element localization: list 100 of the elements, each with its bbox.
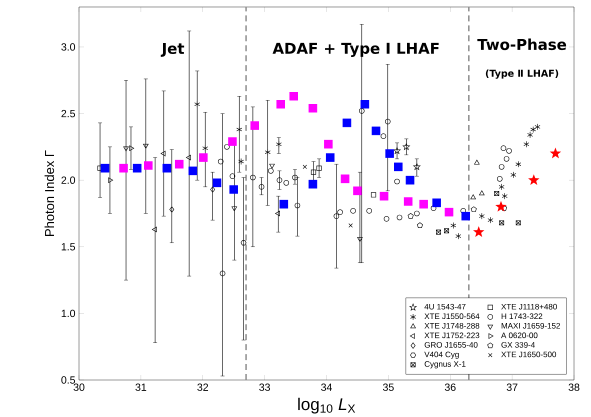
point bbox=[450, 222, 456, 229]
point bbox=[530, 126, 536, 133]
point bbox=[523, 140, 530, 148]
point bbox=[534, 124, 540, 130]
point bbox=[500, 145, 506, 152]
point bbox=[229, 185, 238, 194]
point bbox=[350, 208, 356, 214]
point bbox=[162, 164, 172, 173]
point bbox=[188, 166, 198, 176]
point bbox=[132, 164, 142, 173]
y-tick-label: 2.5 bbox=[61, 110, 76, 118]
y-tick-label: 2.0 bbox=[61, 176, 76, 184]
point bbox=[100, 164, 110, 173]
point bbox=[308, 104, 318, 113]
point bbox=[550, 148, 562, 158]
point bbox=[199, 153, 208, 162]
point bbox=[129, 146, 134, 151]
point bbox=[496, 176, 503, 182]
point bbox=[119, 164, 128, 173]
point bbox=[186, 154, 191, 160]
x-tick-label: 35 bbox=[382, 384, 394, 391]
point bbox=[470, 206, 477, 212]
point bbox=[515, 160, 522, 168]
point bbox=[478, 212, 485, 220]
point bbox=[218, 158, 224, 164]
point bbox=[396, 214, 402, 220]
point bbox=[506, 148, 512, 154]
point bbox=[528, 174, 540, 186]
point bbox=[402, 143, 410, 150]
point bbox=[394, 147, 401, 154]
point bbox=[474, 160, 480, 165]
x-tick-label: 34 bbox=[321, 384, 332, 391]
point bbox=[326, 153, 335, 162]
point bbox=[432, 198, 441, 208]
point bbox=[228, 137, 237, 146]
point bbox=[516, 220, 521, 226]
point bbox=[310, 170, 316, 175]
point bbox=[280, 200, 288, 208]
point bbox=[250, 121, 260, 130]
point bbox=[430, 205, 436, 212]
point bbox=[275, 210, 280, 216]
point bbox=[408, 213, 414, 219]
point bbox=[394, 178, 400, 184]
point bbox=[380, 133, 386, 140]
point bbox=[360, 100, 370, 109]
x-tick-label: 33 bbox=[259, 384, 270, 391]
point bbox=[370, 192, 376, 198]
point bbox=[276, 140, 282, 148]
point bbox=[276, 100, 286, 109]
point bbox=[210, 186, 216, 193]
point bbox=[357, 237, 363, 242]
point bbox=[238, 158, 244, 165]
point bbox=[174, 160, 184, 169]
point bbox=[340, 174, 350, 184]
annotation: Jet bbox=[160, 43, 184, 57]
y-tick-label: 3.0 bbox=[61, 43, 76, 51]
point bbox=[202, 144, 208, 152]
point bbox=[384, 216, 390, 222]
y-tick-label: 0.5 bbox=[61, 376, 76, 384]
y-axis-title: Photon Index Γ bbox=[44, 150, 54, 236]
point bbox=[342, 118, 352, 128]
x-tick-label: 32 bbox=[197, 384, 208, 391]
point bbox=[353, 186, 362, 196]
x-tick-label: 37 bbox=[506, 384, 518, 391]
point bbox=[416, 222, 423, 228]
annotation: Two-Phase bbox=[477, 38, 566, 50]
point bbox=[372, 126, 380, 136]
point bbox=[488, 216, 494, 224]
point bbox=[494, 191, 500, 196]
point bbox=[419, 200, 428, 208]
point bbox=[499, 220, 504, 226]
point bbox=[404, 197, 412, 206]
point bbox=[498, 184, 505, 190]
y-tick-label: 1.5 bbox=[62, 243, 76, 251]
x-tick-label: 30 bbox=[74, 384, 84, 391]
point bbox=[284, 180, 290, 186]
point bbox=[160, 150, 166, 156]
point bbox=[394, 162, 403, 172]
point bbox=[498, 164, 504, 170]
point bbox=[236, 126, 242, 133]
point bbox=[461, 212, 470, 220]
point bbox=[152, 226, 157, 232]
point bbox=[289, 92, 298, 101]
x-axis-title: log$_{10}$ L$_{X}$ bbox=[298, 398, 356, 414]
point bbox=[495, 200, 507, 212]
point bbox=[264, 148, 271, 156]
point bbox=[413, 163, 420, 170]
point bbox=[212, 178, 222, 188]
point bbox=[406, 176, 414, 185]
point bbox=[269, 164, 275, 169]
point bbox=[232, 206, 238, 212]
point bbox=[143, 144, 149, 149]
point bbox=[194, 101, 200, 108]
point bbox=[510, 172, 516, 178]
point bbox=[470, 194, 476, 200]
annotation: (Type Ⅱ LHAF) bbox=[486, 70, 558, 79]
point bbox=[268, 168, 274, 174]
point bbox=[527, 132, 533, 138]
point bbox=[436, 230, 441, 235]
point bbox=[473, 226, 484, 238]
